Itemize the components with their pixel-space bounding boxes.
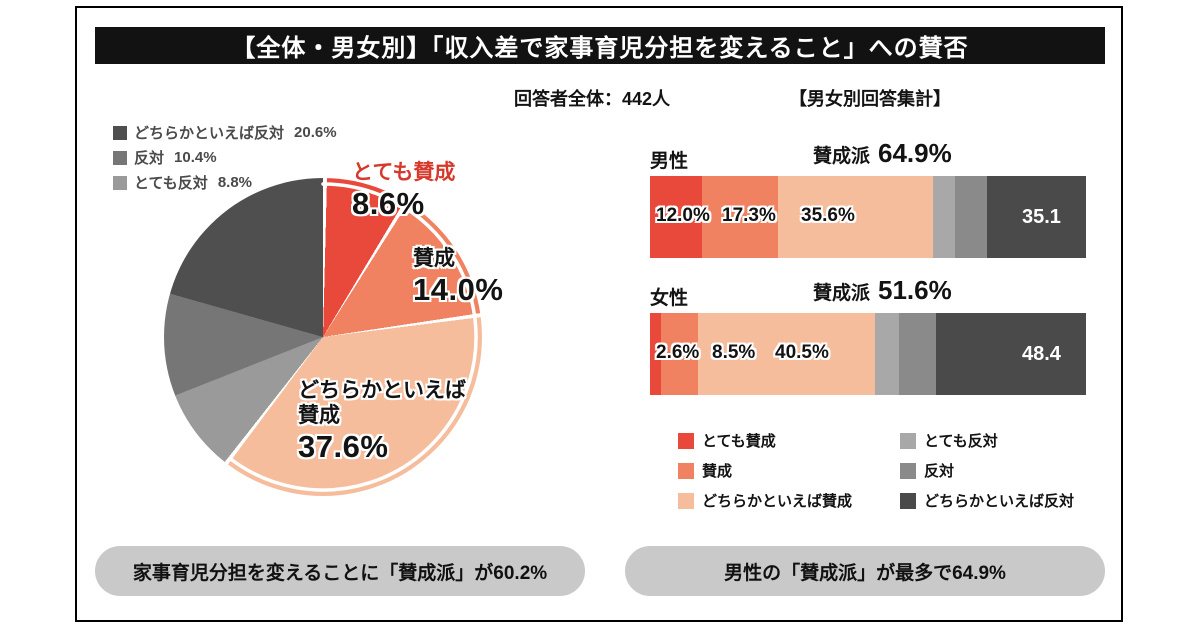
pie-legend-item: とても反対 8.8% bbox=[113, 172, 337, 193]
legend-item: どちらかといえば反対 bbox=[900, 490, 1074, 511]
legend-swatch-oppose-icon bbox=[900, 462, 916, 479]
legend-item: とても反対 bbox=[900, 430, 1074, 451]
bar-segment bbox=[935, 313, 1086, 395]
male-seg-label-somewhat-agree: 35.6% bbox=[801, 205, 855, 226]
legend-item: 賛成 bbox=[678, 460, 852, 481]
pie-label-somewhat-agree: どちらかといえば 賛成 37.6% bbox=[298, 379, 466, 465]
legend-value: 8.8% bbox=[217, 174, 253, 191]
female-category-label: 女性 bbox=[650, 288, 689, 309]
legend-item: どちらかといえば賛成 bbox=[678, 490, 852, 511]
pie-label-agree: 賛成 14.0% bbox=[413, 247, 504, 308]
bar-segment bbox=[987, 176, 1086, 258]
bar-segment bbox=[650, 313, 662, 395]
legend-item: 反対 bbox=[900, 460, 1074, 481]
approval-arc bbox=[229, 182, 478, 492]
legend-swatch-somewhat-agree-icon bbox=[678, 492, 694, 509]
bar-segment bbox=[661, 313, 699, 395]
summary-pill-overall: 家事育児分担を変えることに「賛成派」が60.2% bbox=[95, 546, 585, 596]
female-opposition-total: 48.4 bbox=[1022, 343, 1061, 365]
legend-value: 20.6% bbox=[294, 124, 337, 141]
gender-section-title: 【男女別回答集計】 bbox=[789, 89, 951, 109]
female-seg-label-somewhat-agree: 40.5% bbox=[775, 342, 829, 363]
respondents-count: 回答者全体：442人 bbox=[514, 89, 671, 109]
bar-segment bbox=[932, 176, 955, 258]
male-seg-label-agree: 17.3% bbox=[722, 205, 776, 226]
female-seg-label-agree: 8.5% bbox=[712, 342, 756, 363]
legend-label: どちらかといえば反対 bbox=[134, 125, 285, 142]
legend-oppose-column: とても反対 反対 どちらかといえば反対 bbox=[900, 430, 1074, 520]
legend-label: とても反対 bbox=[924, 433, 998, 450]
legend-label: 反対 bbox=[134, 150, 165, 167]
legend-swatch-oppose-icon bbox=[113, 150, 127, 165]
legend-swatch-very-oppose-icon bbox=[113, 175, 127, 190]
legend-label: どちらかといえば賛成 bbox=[702, 493, 853, 510]
male-category-label: 男性 bbox=[650, 151, 689, 172]
male-stacked-bar bbox=[650, 176, 1086, 258]
legend-label: 反対 bbox=[924, 463, 955, 480]
legend-swatch-somewhat-oppose-icon bbox=[900, 492, 916, 509]
pie-chart bbox=[164, 178, 482, 496]
female-stacked-bar bbox=[650, 313, 1086, 395]
male-opposition-total: 35.1 bbox=[1022, 206, 1061, 228]
legend-label: とても賛成 bbox=[702, 433, 776, 450]
bar-segment bbox=[898, 313, 936, 395]
legend-swatch-agree-icon bbox=[678, 462, 694, 479]
page-title: 【全体・男女別】「収入差で家事育児分担を変えること」への賛否 bbox=[231, 35, 969, 62]
summary-pill-male: 男性の「賛成派」が最多で64.9% bbox=[625, 546, 1105, 596]
female-approval-annotation: 賛成派 51.6% bbox=[813, 275, 952, 305]
legend-swatch-very-oppose-icon bbox=[900, 432, 916, 449]
legend-label: どちらかといえば反対 bbox=[924, 493, 1075, 510]
legend-swatch-very-agree-icon bbox=[678, 432, 694, 449]
bar-segment bbox=[650, 176, 703, 258]
bar-segment bbox=[874, 313, 899, 395]
female-seg-label-very-agree: 2.6% bbox=[656, 342, 700, 363]
legend-value: 10.4% bbox=[174, 149, 217, 166]
bar-segment bbox=[777, 176, 933, 258]
male-seg-label-very-agree: 12.0% bbox=[656, 205, 710, 226]
legend-item: とても賛成 bbox=[678, 430, 852, 451]
bar-segment bbox=[954, 176, 988, 258]
legend-label: 賛成 bbox=[702, 463, 733, 480]
legend-swatch-somewhat-oppose-icon bbox=[113, 125, 127, 140]
legend-label: とても反対 bbox=[134, 175, 208, 192]
pie-legend-item: 反対 10.4% bbox=[113, 147, 337, 168]
legend-approve-column: とても賛成 賛成 どちらかといえば賛成 bbox=[678, 430, 852, 520]
pie-chart-area bbox=[158, 172, 488, 502]
male-approval-annotation: 賛成派 64.9% bbox=[813, 138, 952, 168]
title-bar: 【全体・男女別】「収入差で家事育児分担を変えること」への賛否 bbox=[95, 27, 1105, 64]
pie-label-very-agree: とても賛成 8.6% bbox=[352, 161, 456, 222]
bar-segment bbox=[702, 176, 778, 258]
pie-legend: どちらかといえば反対 20.6% 反対 10.4% とても反対 8.8% bbox=[113, 122, 337, 197]
pie-legend-item: どちらかといえば反対 20.6% bbox=[113, 122, 337, 143]
bar-segment bbox=[698, 313, 875, 395]
